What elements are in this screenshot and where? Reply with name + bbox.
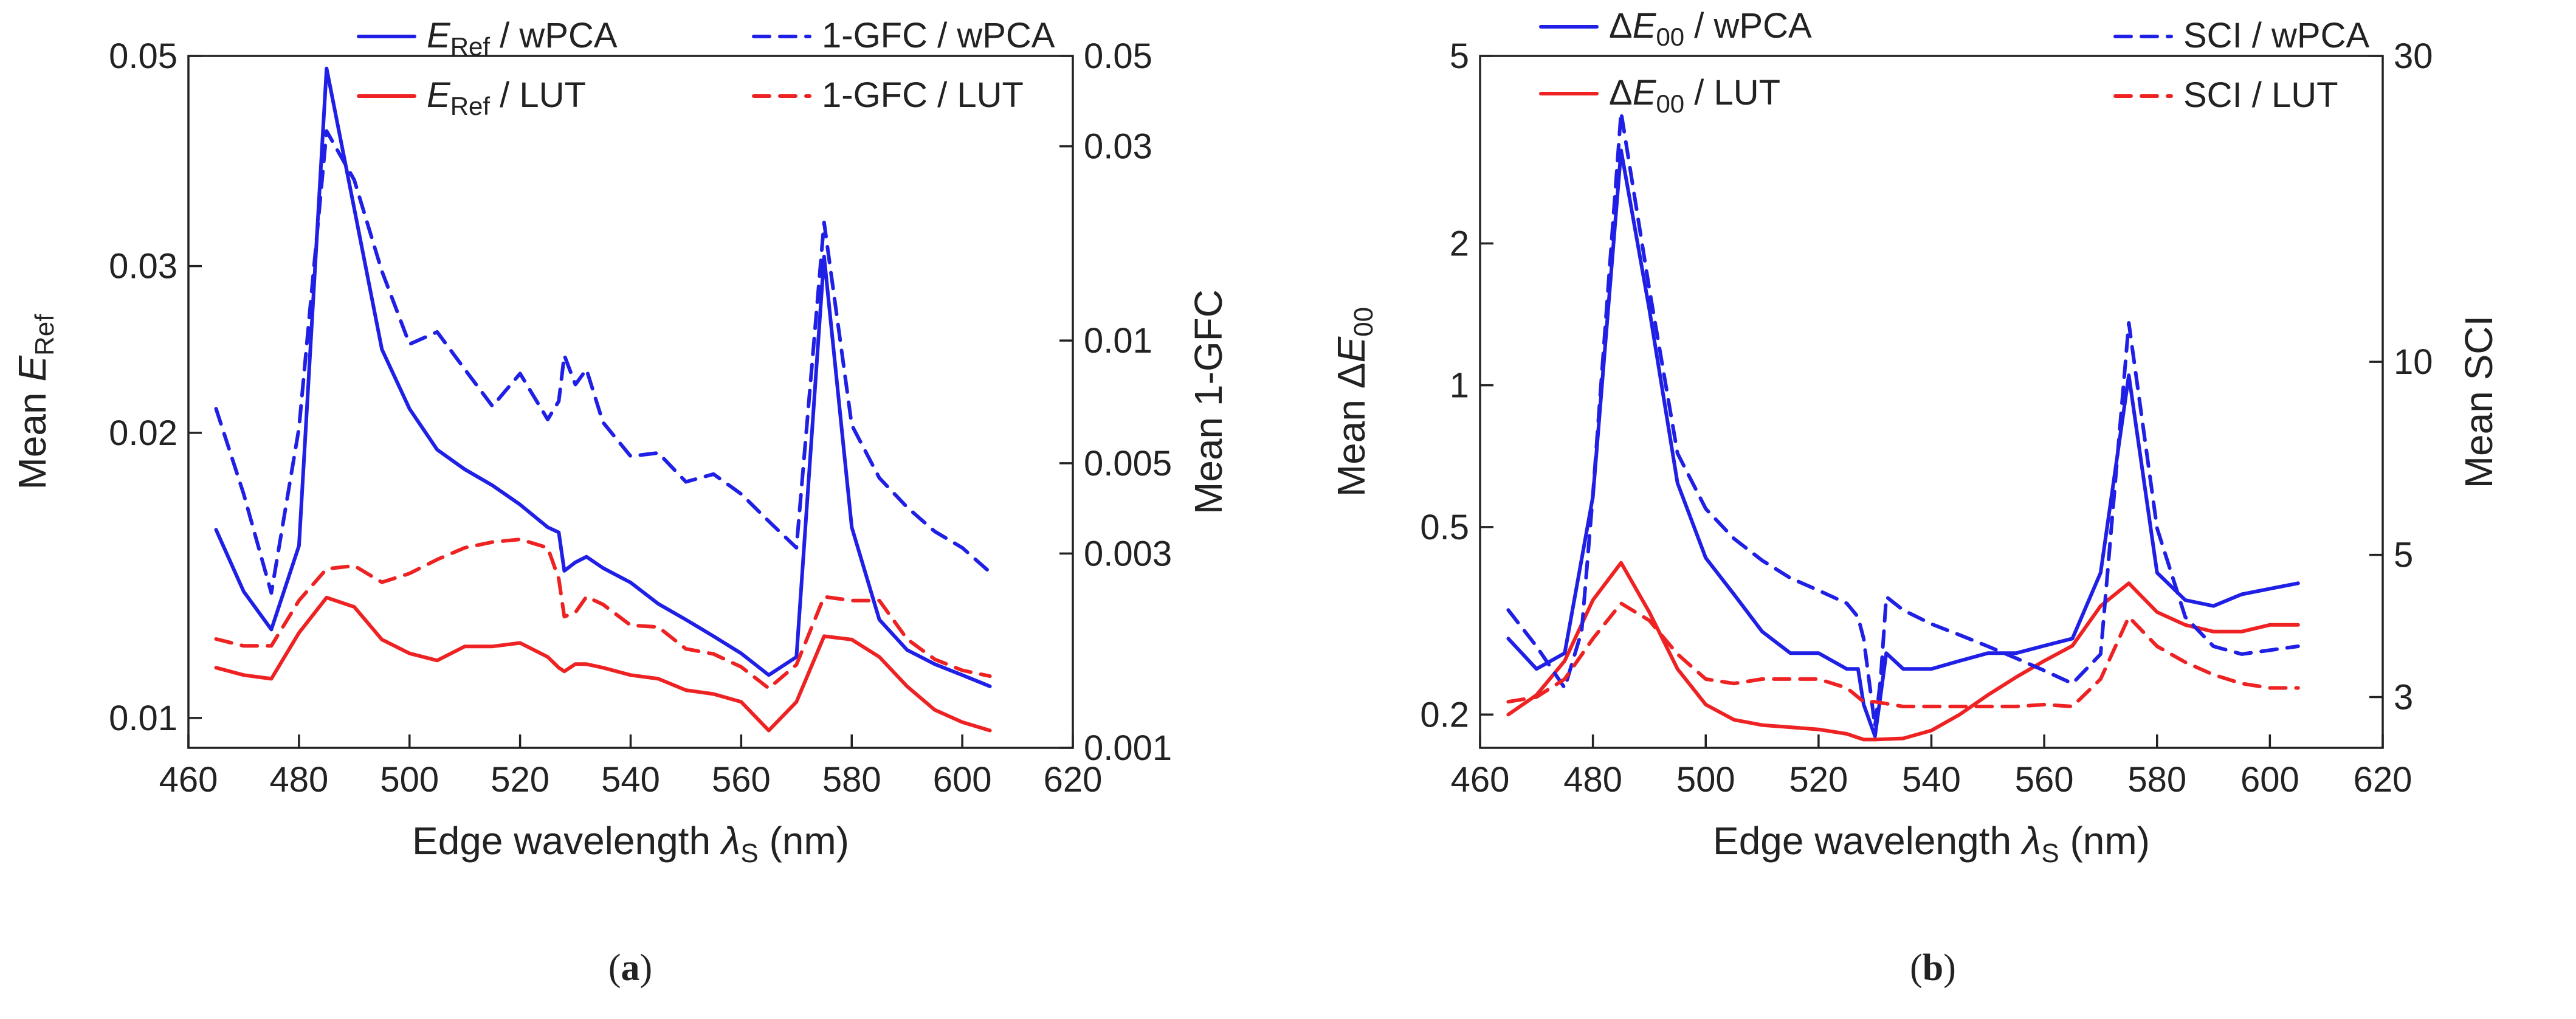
left-y-tick-label: 5 [1450, 36, 1469, 76]
series-line-lut-solid-left [214, 595, 992, 733]
x-tick-label: 520 [1789, 760, 1848, 800]
x-tick-label: 460 [159, 760, 218, 800]
series-line-wpca-solid-left [214, 66, 992, 688]
x-tick-label: 540 [601, 760, 660, 800]
legend-entry: SCI / wPCA [2183, 16, 2369, 55]
legend-entry: ΔE00 / LUT [1609, 73, 1780, 118]
right-y-tick-label: 0.05 [1084, 36, 1152, 76]
left-y-tick-label: 2 [1450, 224, 1469, 263]
right-y-tick-label: 0.003 [1084, 534, 1172, 573]
plot-frame [1479, 55, 2384, 749]
x-tick-label: 600 [2240, 760, 2299, 800]
series-line-wpca-solid-left [1506, 148, 2300, 738]
panel-label: (a) [608, 947, 652, 989]
series-line-wpca-dashed-right [1506, 110, 2300, 728]
x-axis-label: Edge wavelength λS (nm) [1713, 819, 2150, 868]
left-y-tick-label: 1 [1450, 366, 1469, 406]
left-y-tick-label: 0.01 [109, 699, 177, 738]
left-y-tick-label: 0.5 [1420, 508, 1469, 547]
x-tick-label: 580 [2127, 760, 2186, 800]
x-tick-label: 540 [1902, 760, 1961, 800]
left-y-tick-label: 0.05 [109, 36, 177, 76]
left-y-tick-label: 0.03 [109, 247, 177, 286]
right-y-axis-label: Mean 1-GFC [1186, 289, 1230, 514]
series-line-wpca-dashed-right [214, 129, 992, 595]
legend-entry: SCI / LUT [2183, 75, 2338, 115]
series-line-lut-dashed-right [1506, 601, 2300, 708]
x-tick-label: 480 [269, 760, 328, 800]
legend-entry: ΔE00 / wPCA [1609, 6, 1812, 51]
x-tick-label: 560 [2015, 760, 2074, 800]
right-y-axis-label: Mean SCI [2457, 316, 2501, 489]
right-y-tick-label: 5 [2394, 536, 2413, 575]
x-tick-label: 620 [2354, 760, 2412, 800]
legend-entry: ERef / LUT [427, 75, 586, 120]
x-tick-label: 620 [1044, 760, 1103, 800]
right-y-tick-label: 10 [2394, 342, 2433, 382]
legend-entry: ERef / wPCA [427, 16, 618, 61]
x-axis-label: Edge wavelength λS (nm) [412, 819, 849, 868]
legend-entry: 1-GFC / LUT [822, 75, 1024, 115]
left-y-axis-label: Mean ERef [10, 314, 60, 490]
left-y-tick-label: 0.02 [109, 413, 177, 453]
right-y-tick-label: 0.001 [1084, 728, 1172, 768]
x-tick-label: 520 [491, 760, 549, 800]
x-tick-label: 600 [933, 760, 992, 800]
right-y-tick-label: 0.01 [1084, 321, 1152, 361]
panel-label: (b) [1910, 947, 1956, 989]
x-tick-label: 580 [822, 760, 881, 800]
x-tick-label: 460 [1451, 760, 1510, 800]
x-tick-label: 560 [712, 760, 771, 800]
left-y-axis-label: Mean ΔE00 [1329, 307, 1379, 497]
right-y-tick-label: 3 [2394, 678, 2413, 717]
left-y-tick-label: 0.2 [1420, 695, 1469, 734]
x-tick-label: 500 [1676, 760, 1735, 800]
series-line-lut-dashed-right [214, 537, 992, 691]
right-y-tick-label: 30 [2394, 36, 2433, 76]
right-y-tick-label: 0.005 [1084, 444, 1172, 483]
chart-panel-a: 460 480 500 520 540 560 580 600 620 0.01 0.02 0.03 0… [10, 16, 1230, 989]
chart-panel-b: 460 480 500 520 540 560 580 600 620 0.2 0.5 1 2 5 3 5 10… [1329, 6, 2501, 989]
series-line-lut-solid-left [1506, 561, 2300, 742]
x-tick-label: 480 [1563, 760, 1622, 800]
legend-entry: 1-GFC / wPCA [822, 16, 1055, 55]
right-y-tick-label: 0.03 [1084, 127, 1152, 167]
x-tick-label: 500 [380, 760, 439, 800]
